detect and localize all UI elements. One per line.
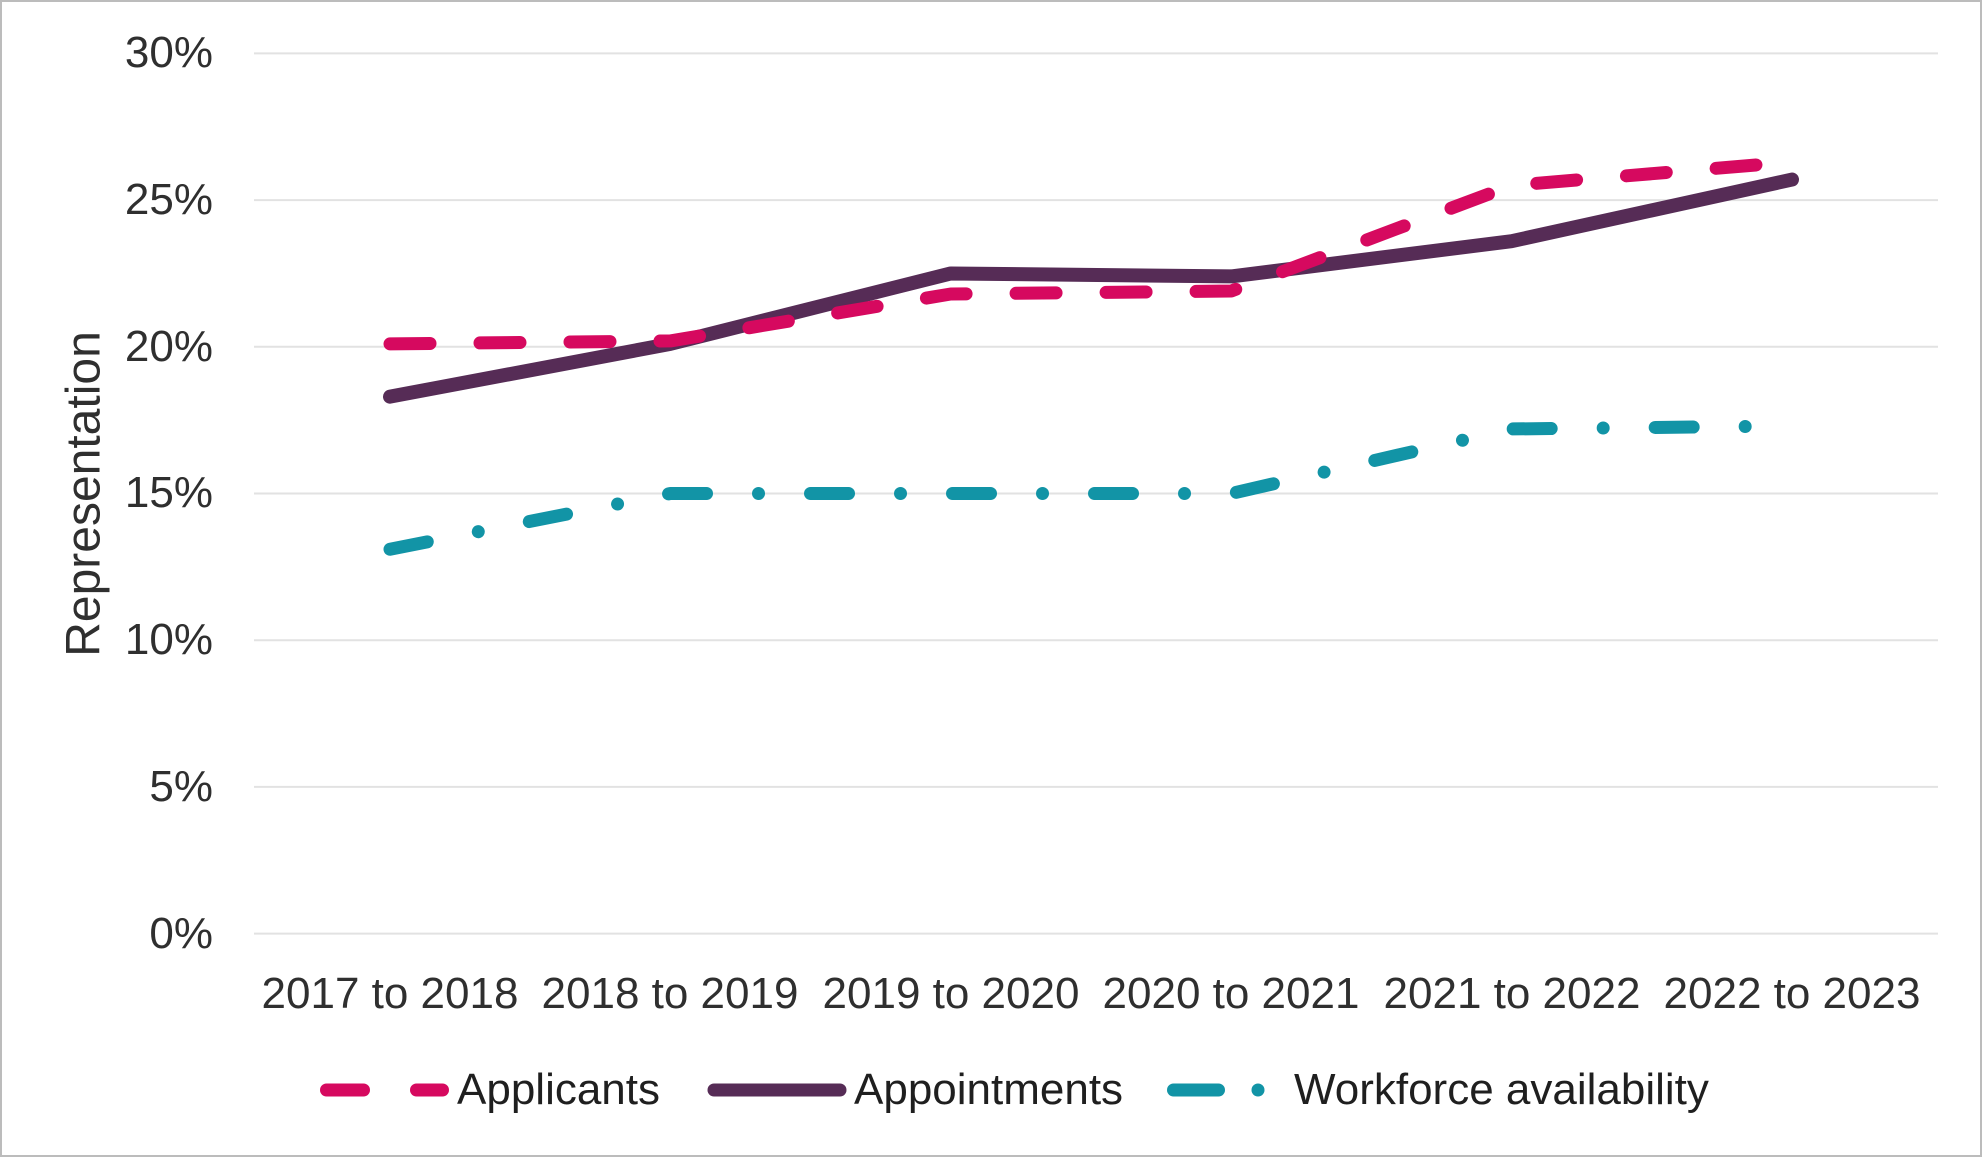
- legend-marker-appointments-icon: [707, 1083, 847, 1097]
- y-tick-20: 20%: [124, 322, 213, 371]
- x-tick-2021-2022: 2021 to 2022: [1383, 969, 1641, 1018]
- legend-label-applicants: Applicants: [457, 1065, 661, 1114]
- x-tick-2020-2021: 2020 to 2021: [1102, 969, 1360, 1018]
- y-tick-25: 25%: [124, 175, 213, 224]
- series-line-applicants: [383, 155, 1799, 351]
- y-tick-30: 30%: [124, 28, 213, 77]
- x-tick-2022-2023: 2022 to 2023: [1663, 969, 1921, 1018]
- y-tick-0: 0%: [149, 909, 213, 958]
- series-line-appointments: [383, 172, 1799, 404]
- y-tick-5: 5%: [149, 762, 213, 811]
- legend-label-workforce-availability: Workforce availability: [1294, 1065, 1709, 1114]
- x-tick-2019-2020: 2019 to 2020: [822, 969, 1080, 1018]
- legend-label-appointments: Appointments: [854, 1065, 1124, 1114]
- x-tick-2017-2018: 2017 to 2018: [261, 969, 519, 1018]
- legend-marker-workforce-availability-icon: [1167, 1083, 1265, 1097]
- legend-marker-applicants-icon: [320, 1083, 449, 1097]
- x-tick-2018-2019: 2018 to 2019: [541, 969, 799, 1018]
- y-tick-15: 15%: [124, 468, 213, 517]
- series-line-workforce-availability: [383, 419, 1799, 556]
- y-tick-10: 10%: [124, 615, 213, 664]
